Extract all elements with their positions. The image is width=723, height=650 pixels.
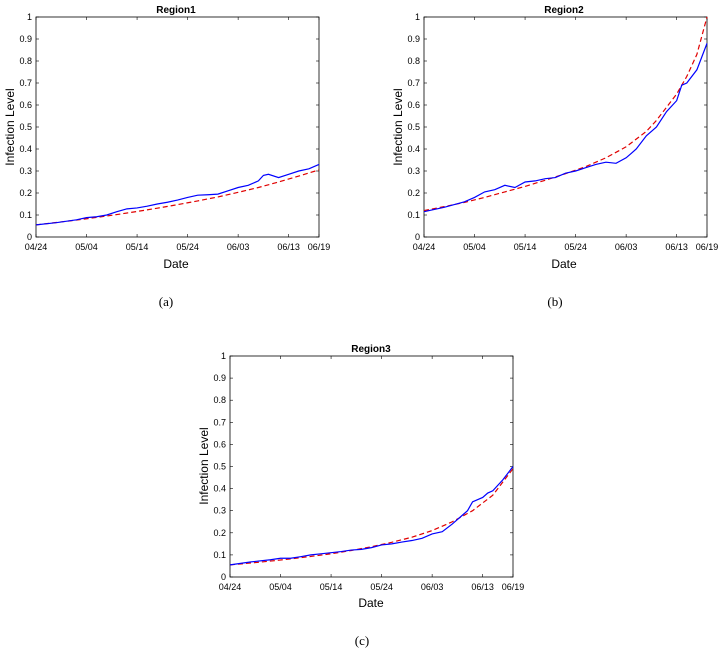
- y-tick-label: 0.7: [213, 417, 226, 427]
- panel-a: Region1 0 0.1 0.2 0.3 0.4 0.5 0.6 0.7 0.8 0.9 1 04…: [3, 5, 330, 309]
- y-tick-label: 0.9: [407, 34, 420, 44]
- y-tick-label: 0.1: [19, 210, 32, 220]
- x-tick-label: 06/19: [502, 582, 525, 592]
- x-tick-label: 06/19: [308, 242, 331, 252]
- panel-c-yticks: 0 0.1 0.2 0.3 0.4 0.5 0.6 0.7 0.8 0.9 1: [213, 351, 513, 582]
- panel-c-xlabel: Date: [358, 596, 384, 610]
- panel-c-observed-line: [229, 466, 514, 566]
- y-tick-label: 0.4: [407, 144, 420, 154]
- x-tick-label: 06/03: [421, 582, 444, 592]
- y-tick-label: 0: [221, 572, 226, 582]
- y-tick-label: 0.8: [19, 56, 32, 66]
- y-tick-label: 0.7: [407, 78, 420, 88]
- panel-b-observed-line: [423, 43, 708, 213]
- y-tick-label: 0.6: [213, 439, 226, 449]
- y-tick-label: 0.8: [407, 56, 420, 66]
- x-tick-label: 06/19: [696, 242, 719, 252]
- y-tick-label: 0.5: [407, 122, 420, 132]
- y-tick-label: 0.7: [19, 78, 32, 88]
- y-tick-label: 0.2: [407, 188, 420, 198]
- y-tick-label: 0.9: [19, 34, 32, 44]
- y-tick-label: 0.4: [213, 484, 226, 494]
- y-tick-label: 0.9: [213, 373, 226, 383]
- panel-b-ylabel: Infection Level: [391, 88, 405, 165]
- y-tick-label: 0.1: [407, 210, 420, 220]
- y-tick-label: 0.2: [19, 188, 32, 198]
- panel-a-caption: (a): [159, 294, 173, 309]
- x-tick-label: 05/04: [269, 582, 292, 592]
- panel-c-ylabel: Infection Level: [197, 427, 211, 504]
- y-tick-label: 1: [221, 351, 226, 361]
- panel-b-xlabel: Date: [551, 257, 577, 271]
- panel-a-axes: [35, 16, 320, 238]
- panel-b-axes: [423, 16, 708, 238]
- y-tick-label: 0.6: [19, 100, 32, 110]
- y-tick-label: 0.6: [407, 100, 420, 110]
- panel-b-xticks: 04/24 05/04 05/14 05/24 06/03 06/13 06/19: [413, 17, 719, 252]
- panel-b-title: Region2: [544, 5, 584, 16]
- panel-b-yticks: 0 0.1 0.2 0.3 0.4 0.5 0.6 0.7 0.8 0.9 1: [407, 12, 707, 242]
- x-tick-label: 05/24: [564, 242, 587, 252]
- y-tick-label: 0.5: [19, 122, 32, 132]
- y-tick-label: 0.2: [213, 528, 226, 538]
- panel-b-fitted-line: [423, 16, 708, 212]
- panel-c-title: Region3: [351, 344, 391, 355]
- panel-a-xlabel: Date: [163, 257, 189, 271]
- panel-a-xticks: 04/24 05/04 05/14 05/24 06/03 06/13 06/19: [25, 17, 331, 252]
- y-tick-label: 0.5: [213, 462, 226, 472]
- x-tick-label: 04/24: [219, 582, 242, 592]
- panel-c-xticks: 04/24 05/04 05/14 05/24 06/03 06/13 06/19: [219, 356, 525, 592]
- x-tick-label: 05/14: [126, 242, 149, 252]
- panel-a-title: Region1: [156, 5, 196, 16]
- panel-b: Region2 0 0.1 0.2 0.3 0.4 0.5 0.6 0.7 0.8 0.9 1 04…: [391, 5, 718, 309]
- x-tick-label: 05/14: [514, 242, 537, 252]
- y-tick-label: 0: [27, 232, 32, 242]
- x-tick-label: 06/13: [471, 582, 494, 592]
- y-tick-label: 0.3: [19, 166, 32, 176]
- panel-c-fitted-line: [229, 468, 514, 566]
- panel-a-yticks: 0 0.1 0.2 0.3 0.4 0.5 0.6 0.7 0.8 0.9 1: [19, 12, 319, 242]
- x-tick-label: 05/24: [176, 242, 199, 252]
- y-tick-label: 0.3: [407, 166, 420, 176]
- panel-c: Region3 0 0.1 0.2 0.3 0.4 0.5 0.6 0.7 0.8 0.9 1 04…: [197, 344, 524, 648]
- x-tick-label: 05/24: [370, 582, 393, 592]
- x-tick-label: 04/24: [413, 242, 436, 252]
- x-tick-label: 05/04: [463, 242, 486, 252]
- y-tick-label: 0: [415, 232, 420, 242]
- y-tick-label: 1: [27, 12, 32, 22]
- y-tick-label: 0.8: [213, 395, 226, 405]
- panel-c-axes: [229, 355, 514, 578]
- x-tick-label: 06/03: [615, 242, 638, 252]
- y-tick-label: 0.1: [213, 550, 226, 560]
- x-tick-label: 05/14: [320, 582, 343, 592]
- panel-a-fitted-line: [35, 169, 320, 226]
- x-tick-label: 06/13: [277, 242, 300, 252]
- x-tick-label: 06/13: [665, 242, 688, 252]
- panel-c-caption: (c): [355, 633, 369, 648]
- panel-a-ylabel: Infection Level: [3, 88, 17, 165]
- x-tick-label: 05/04: [75, 242, 98, 252]
- y-tick-label: 0.4: [19, 144, 32, 154]
- panel-b-caption: (b): [547, 294, 562, 309]
- panel-a-observed-line: [35, 163, 320, 226]
- x-tick-label: 04/24: [25, 242, 48, 252]
- y-tick-label: 0.3: [213, 506, 226, 516]
- y-tick-label: 1: [415, 12, 420, 22]
- x-tick-label: 06/03: [227, 242, 250, 252]
